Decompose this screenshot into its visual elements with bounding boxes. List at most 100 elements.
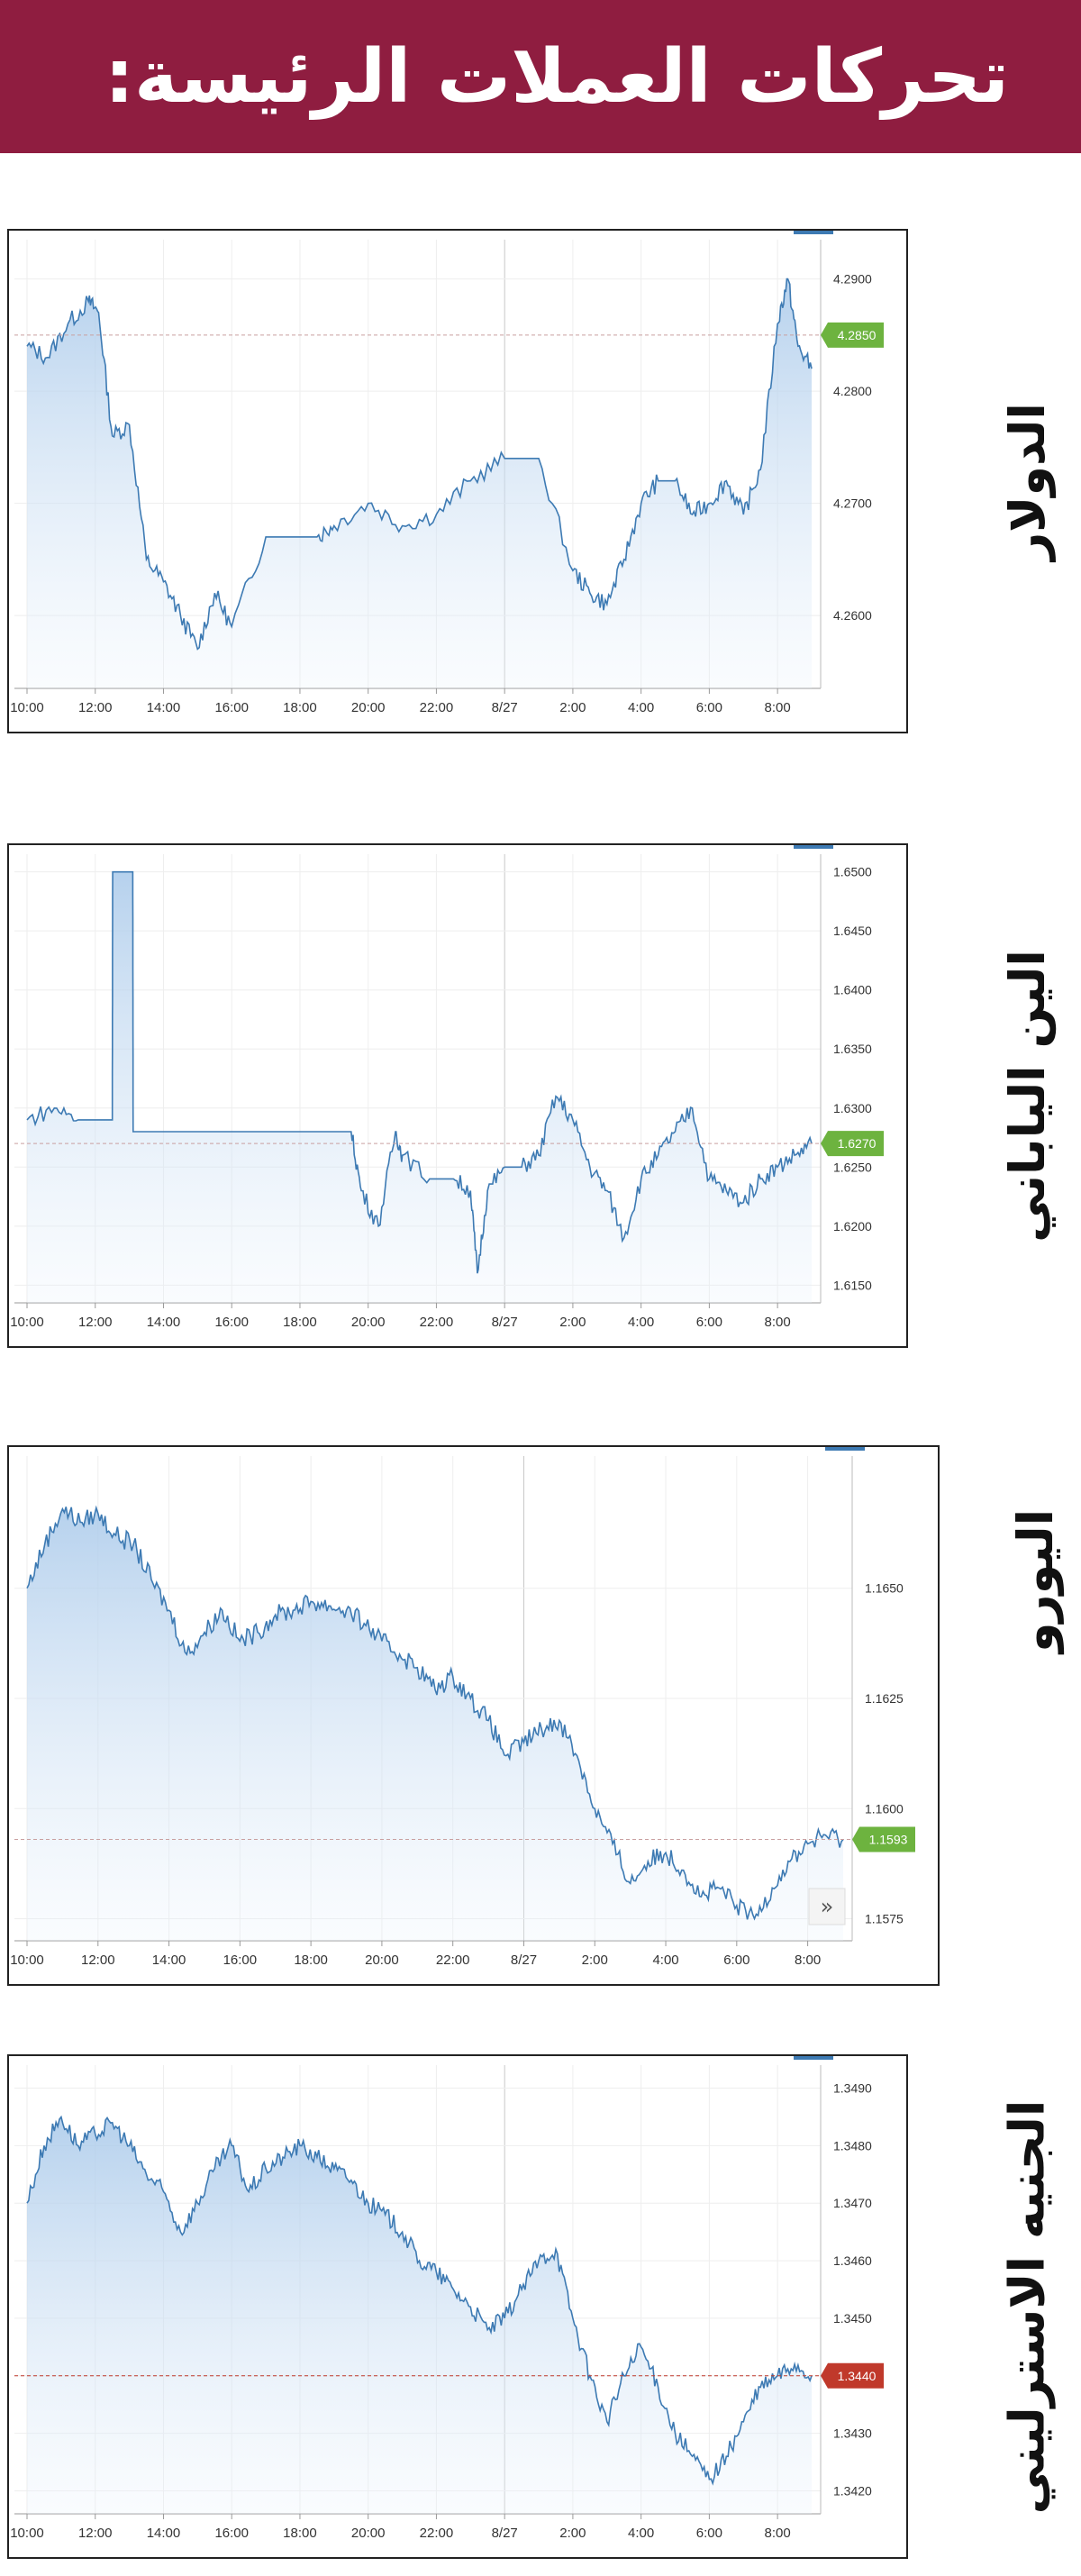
- x-tick-label: 14:00: [147, 700, 181, 715]
- gbp-chart-svg: 1.3420 1.3430 1.3440 1.3450 1.3460 1.3470 1.34…: [10, 2056, 884, 2541]
- double-chevron-icon: »: [821, 1894, 834, 1919]
- x-tick-label: 22:00: [420, 700, 454, 715]
- series-line: [26, 870, 813, 1274]
- current-value-marker: [821, 322, 884, 348]
- x-tick-label: 22:00: [420, 1315, 454, 1330]
- gbp-label: الجنيه الاسترليني: [998, 2099, 1056, 2514]
- jpy-label: الين الياباني: [998, 949, 1056, 1242]
- x-tick-label: 12:00: [81, 1952, 115, 1968]
- x-tick-label: 6:00: [696, 1315, 722, 1330]
- y-tick-label: 1.3450: [833, 2311, 872, 2326]
- x-tick-label: 8:00: [765, 1315, 791, 1330]
- x-tick-label: 18:00: [294, 1952, 328, 1968]
- usd-chart-svg: 4.2600 4.2700 4.2800 4.2900 10:00 12:00 14:00 1…: [10, 231, 884, 715]
- series-area: [27, 278, 812, 688]
- x-tick-label: 14:00: [152, 1952, 186, 1968]
- series-area: [27, 1506, 843, 1941]
- current-value-label: 1.3440: [838, 2369, 877, 2383]
- x-tick-label: 10:00: [10, 1315, 44, 1330]
- x-tick-label: 12:00: [78, 2526, 113, 2541]
- x-tick-label: 12:00: [78, 700, 113, 715]
- x-tick-label: 10:00: [10, 2526, 44, 2541]
- x-tick-label: 16:00: [214, 2526, 249, 2541]
- y-tick-label: 1.3430: [833, 2426, 872, 2441]
- y-tick-label: 1.1625: [865, 1691, 904, 1706]
- x-tick-label: 10:00: [10, 700, 44, 715]
- eur-label: اليورو: [1007, 1508, 1065, 1652]
- x-tick-label: 20:00: [351, 1315, 386, 1330]
- y-tick-label: 4.2900: [833, 272, 872, 287]
- range-tab: [794, 231, 833, 234]
- y-tick-label: 1.1600: [865, 1801, 904, 1816]
- nav-button: [808, 1888, 846, 1925]
- x-tick-label: 8/27: [511, 1952, 537, 1968]
- gbp-chart: 1.3420 1.3430 1.3440 1.3450 1.3460 1.3470 1.34…: [7, 2054, 908, 2559]
- y-tick-label: 1.3420: [833, 2483, 872, 2498]
- usd-label: الدولار: [998, 402, 1056, 560]
- eur-label-box: اليورو: [1007, 1445, 1065, 1716]
- series-area: [27, 871, 812, 1303]
- x-tick-label: 8/27: [492, 700, 518, 715]
- y-tick-label: 4.2700: [833, 496, 872, 511]
- title-banner: تحركات العملات الرئيسة:: [0, 0, 1081, 153]
- x-tick-label: 8:00: [765, 700, 791, 715]
- series-line: [26, 2115, 813, 2486]
- x-tick-label: 14:00: [147, 2526, 181, 2541]
- eur-chart-svg: 1.1575 1.1600 1.1625 1.1650 10:00 12:00 14:00 1…: [10, 1447, 915, 1968]
- x-tick-label: 8/27: [492, 1315, 518, 1330]
- usd-chart: 4.2600 4.2700 4.2800 4.2900 10:00 12:00 14:00 1…: [7, 229, 908, 733]
- y-tick-label: 1.6150: [833, 1278, 872, 1292]
- current-value-label: 1.1593: [869, 1833, 908, 1847]
- x-tick-label: 18:00: [283, 700, 317, 715]
- x-tick-label: 4:00: [628, 700, 654, 715]
- x-tick-label: 2:00: [559, 700, 586, 715]
- x-tick-label: 8:00: [765, 2526, 791, 2541]
- x-tick-label: 20:00: [365, 1952, 399, 1968]
- jpy-label-box: الين الياباني: [998, 843, 1056, 1348]
- y-tick-label: 4.2800: [833, 384, 872, 398]
- jpy-chart-svg: 1.6150 1.6200 1.6250 1.6300 1.6350 1.6400 1.64…: [10, 845, 884, 1330]
- y-tick-label: 1.6500: [833, 865, 872, 879]
- range-tab: [825, 1447, 865, 1451]
- x-tick-label: 8/27: [492, 2526, 518, 2541]
- x-tick-label: 6:00: [696, 2526, 722, 2541]
- x-tick-label: 16:00: [223, 1952, 258, 1968]
- y-tick-label: 1.6450: [833, 924, 872, 938]
- x-tick-label: 2:00: [582, 1952, 608, 1968]
- series-line: [26, 278, 813, 651]
- x-tick-label: 8:00: [795, 1952, 821, 1968]
- x-tick-label: 12:00: [78, 1315, 113, 1330]
- y-tick-label: 1.6300: [833, 1101, 872, 1115]
- current-value-marker: [821, 1131, 884, 1157]
- y-tick-label: 1.6350: [833, 1042, 872, 1056]
- gbp-label-box: الجنيه الاسترليني: [998, 2054, 1056, 2559]
- y-tick-label: 1.6400: [833, 983, 872, 997]
- x-tick-label: 16:00: [214, 700, 249, 715]
- y-tick-label: 1.6200: [833, 1219, 872, 1233]
- x-tick-label: 6:00: [723, 1952, 749, 1968]
- range-tab: [794, 845, 833, 849]
- x-tick-label: 22:00: [436, 1952, 470, 1968]
- current-value-label: 4.2850: [838, 328, 877, 342]
- y-tick-label: 1.6250: [833, 1160, 872, 1174]
- current-value-marker: [821, 2362, 884, 2389]
- x-tick-label: 2:00: [559, 1315, 586, 1330]
- x-tick-label: 4:00: [628, 1315, 654, 1330]
- jpy-chart: 1.6150 1.6200 1.6250 1.6300 1.6350 1.6400 1.64…: [7, 843, 908, 1348]
- page-title: تحركات العملات الرئيسة:: [104, 33, 1009, 120]
- x-tick-label: 10:00: [10, 1952, 44, 1968]
- y-tick-label: 1.1650: [865, 1581, 904, 1596]
- y-tick-label: 1.3470: [833, 2196, 872, 2210]
- x-tick-label: 20:00: [351, 2526, 386, 2541]
- x-tick-label: 18:00: [283, 1315, 317, 1330]
- series-area: [27, 2116, 812, 2514]
- y-tick-label: 1.1575: [865, 1912, 904, 1926]
- y-tick-label: 1.3490: [833, 2081, 872, 2096]
- x-tick-label: 22:00: [420, 2526, 454, 2541]
- y-tick-label: 1.3460: [833, 2253, 872, 2268]
- eur-chart: 1.1575 1.1600 1.1625 1.1650 10:00 12:00 14:00 1…: [7, 1445, 940, 1986]
- x-tick-label: 18:00: [283, 2526, 317, 2541]
- range-tab: [794, 2056, 833, 2060]
- current-value-marker: [852, 1826, 915, 1852]
- x-tick-label: 4:00: [628, 2526, 654, 2541]
